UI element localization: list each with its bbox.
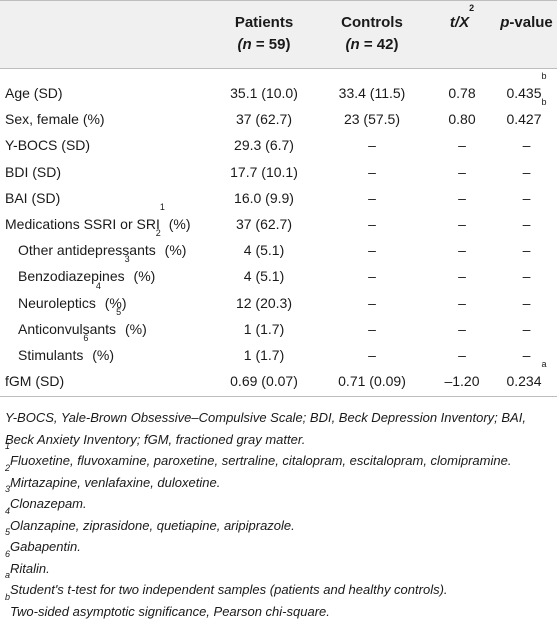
cell-patients: 12 (20.3) [212, 290, 316, 316]
header-patients: Patients (n = 59) [212, 12, 316, 56]
cell-patients: 4 (5.1) [212, 263, 316, 289]
footnote: 3Clonazepam. [5, 493, 553, 515]
cell-pvalue: 0.234a [496, 368, 557, 394]
footnote: bTwo-sided asymptotic significance, Pear… [5, 601, 553, 622]
row-label: fGM (SD) [5, 368, 64, 394]
cell-stat: – [428, 159, 496, 185]
table-row: Y-BOCS (SD)29.3 (6.7)––– [0, 132, 557, 158]
cell-patients: 16.0 (9.9) [212, 185, 316, 211]
row-label: Stimulants6 (%) [18, 342, 114, 368]
header-rule [0, 68, 557, 69]
cell-stat: – [428, 132, 496, 158]
cell-controls: – [316, 263, 428, 289]
row-label: Y-BOCS (SD) [5, 132, 90, 158]
cell-pvalue: 0.435b [496, 80, 557, 106]
cell-stat: –1.20 [428, 368, 496, 394]
row-label: Medications SSRI or SRI1 (%) [5, 211, 191, 237]
header-controls: Controls (n = 42) [316, 12, 428, 56]
cell-stat: – [428, 263, 496, 289]
cell-controls: 33.4 (11.5) [316, 80, 428, 106]
cell-patients: 4 (5.1) [212, 237, 316, 263]
table-row: Neuroleptics4 (%)12 (20.3)––– [0, 290, 557, 316]
cell-patients: 29.3 (6.7) [212, 132, 316, 158]
cell-pvalue: – [496, 159, 557, 185]
footnote: 6Ritalin. [5, 558, 553, 580]
cell-stat: – [428, 342, 496, 368]
cell-stat: 0.78 [428, 80, 496, 106]
cell-patients: 35.1 (10.0) [212, 80, 316, 106]
header-pvalue: p-value [496, 12, 557, 34]
abbreviation-note: Y-BOCS, Yale-Brown Obsessive–Compulsive … [5, 407, 553, 450]
cell-pvalue: – [496, 132, 557, 158]
cell-pvalue: – [496, 290, 557, 316]
cell-patients: 17.7 (10.1) [212, 159, 316, 185]
cell-pvalue: – [496, 263, 557, 289]
cell-controls: – [316, 211, 428, 237]
cell-controls: 0.71 (0.09) [316, 368, 428, 394]
cell-controls: – [316, 316, 428, 342]
cell-patients: 1 (1.7) [212, 316, 316, 342]
row-label: Age (SD) [5, 80, 63, 106]
cell-stat: – [428, 316, 496, 342]
cell-stat: – [428, 211, 496, 237]
table-notes: Y-BOCS, Yale-Brown Obsessive–Compulsive … [5, 407, 553, 622]
row-label: Other antidepressants2 (%) [18, 237, 186, 263]
footnote: 5Gabapentin. [5, 536, 553, 558]
footnote: 2Mirtazapine, venlafaxine, duloxetine. [5, 472, 553, 494]
footnote-list: 1Fluoxetine, fluvoxamine, paroxetine, se… [5, 450, 553, 622]
footnote: aStudent's t-test for two independent sa… [5, 579, 553, 601]
table-row: Benzodiazepines3 (%)4 (5.1)––– [0, 263, 557, 289]
footnote: 1Fluoxetine, fluvoxamine, paroxetine, se… [5, 450, 553, 472]
cell-pvalue: – [496, 185, 557, 211]
row-label: BAI (SD) [5, 185, 60, 211]
cell-pvalue: 0.427b [496, 106, 557, 132]
row-label: Sex, female (%) [5, 106, 105, 132]
row-label: BDI (SD) [5, 159, 61, 185]
cell-stat: – [428, 290, 496, 316]
cell-patients: 1 (1.7) [212, 342, 316, 368]
cell-pvalue: – [496, 316, 557, 342]
cell-controls: – [316, 342, 428, 368]
cell-controls: – [316, 237, 428, 263]
cell-patients: 37 (62.7) [212, 106, 316, 132]
cell-controls: – [316, 290, 428, 316]
header-controls-n: (n = 42) [316, 34, 428, 56]
table-row: Medications SSRI or SRI1 (%)37 (62.7)––– [0, 211, 557, 237]
cell-stat: – [428, 237, 496, 263]
header-stat: t/X2 [428, 12, 496, 34]
cell-pvalue: – [496, 237, 557, 263]
table-row: Stimulants6 (%)1 (1.7)––– [0, 342, 557, 368]
row-label: Neuroleptics4 (%) [18, 290, 127, 316]
cell-pvalue: – [496, 342, 557, 368]
footnote: 4Olanzapine, ziprasidone, quetiapine, ar… [5, 515, 553, 537]
row-label: Benzodiazepines3 (%) [18, 263, 155, 289]
cell-controls: – [316, 159, 428, 185]
table-row: Other antidepressants2 (%)4 (5.1)––– [0, 237, 557, 263]
cell-controls: – [316, 185, 428, 211]
table-row: BAI (SD)16.0 (9.9)––– [0, 185, 557, 211]
cell-patients: 37 (62.7) [212, 211, 316, 237]
cell-stat: 0.80 [428, 106, 496, 132]
cell-controls: 23 (57.5) [316, 106, 428, 132]
cell-stat: – [428, 185, 496, 211]
cell-patients: 0.69 (0.07) [212, 368, 316, 394]
table-header: Patients (n = 59) Controls (n = 42) t/X2… [0, 0, 557, 69]
cell-controls: – [316, 132, 428, 158]
cell-pvalue: – [496, 211, 557, 237]
table-row: BDI (SD)17.7 (10.1)––– [0, 159, 557, 185]
header-patients-n: (n = 59) [212, 34, 316, 56]
bottom-rule [0, 396, 557, 397]
